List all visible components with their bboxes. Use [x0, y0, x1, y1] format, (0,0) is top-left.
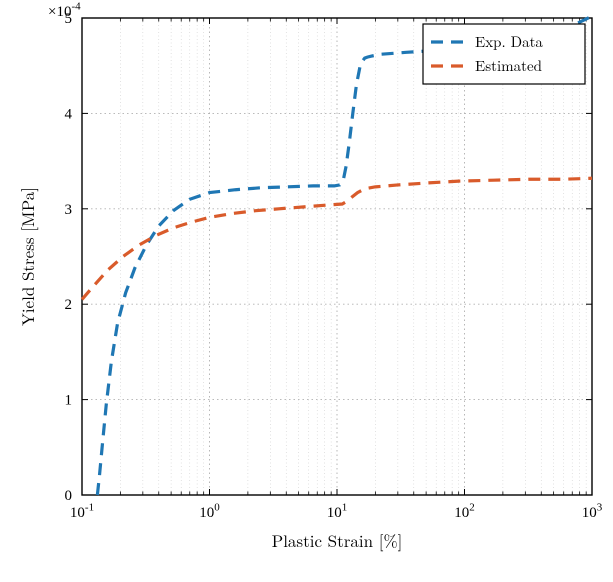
legend: Exp. Data Estimated — [423, 24, 585, 84]
legend-label-0: Exp. Data — [475, 31, 543, 52]
legend-label-1: Estimated — [475, 55, 542, 76]
chart-svg: 10-1100101102103012345×10-4Plastic Strai… — [0, 0, 613, 582]
svg-text:3: 3 — [65, 202, 73, 218]
y-axis-label: Yield Stress [MPa] — [15, 187, 39, 326]
svg-text:4: 4 — [65, 106, 73, 122]
svg-text:2: 2 — [65, 297, 73, 313]
x-axis-label: Plastic Strain [%] — [272, 528, 403, 552]
chart-container: 10-1100101102103012345×10-4Plastic Strai… — [0, 0, 613, 582]
svg-text:1: 1 — [65, 393, 73, 409]
svg-text:0: 0 — [65, 488, 73, 504]
